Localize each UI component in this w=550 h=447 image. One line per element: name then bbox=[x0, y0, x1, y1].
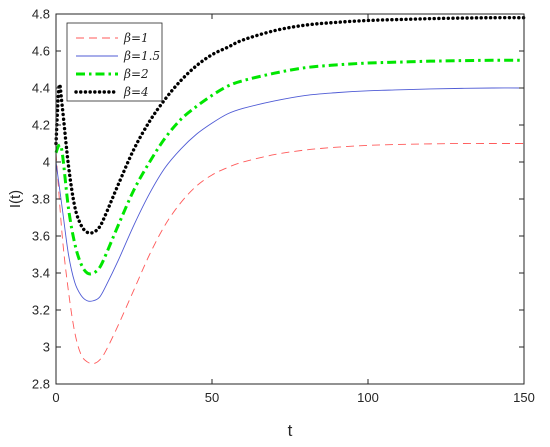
y-tick-label: 3 bbox=[43, 340, 50, 355]
legend-label-1: β=1 bbox=[123, 31, 149, 45]
x-tick-label: 50 bbox=[205, 390, 219, 405]
y-tick-label: 3.4 bbox=[32, 266, 50, 281]
legend-label-4: β=4 bbox=[123, 85, 149, 99]
series-line-4 bbox=[54, 15, 526, 235]
y-axis-label: I(t) bbox=[7, 190, 24, 208]
y-tick-label: 4 bbox=[43, 155, 50, 170]
y-tick-label: 4.4 bbox=[32, 81, 50, 96]
series-layer bbox=[54, 15, 526, 365]
x-tick-label: 100 bbox=[357, 390, 379, 405]
x-tick-label: 0 bbox=[52, 390, 59, 405]
y-tick-label: 4.8 bbox=[32, 7, 50, 22]
y-tick-label: 3.8 bbox=[32, 192, 50, 207]
y-tick-label: 3.6 bbox=[32, 229, 50, 244]
y-tick-label: 4.2 bbox=[32, 118, 50, 133]
y-tick-label: 3.2 bbox=[32, 303, 50, 318]
series-line-2 bbox=[55, 87, 525, 302]
y-tick-label: 2.8 bbox=[32, 377, 50, 392]
series-line-3 bbox=[54, 58, 525, 276]
series-line-1 bbox=[55, 143, 524, 365]
y-tick-label: 4.6 bbox=[32, 44, 50, 59]
x-axis-label: t bbox=[288, 421, 293, 440]
legend-label-2: β=1.5 bbox=[123, 49, 160, 63]
x-tick-label: 150 bbox=[513, 390, 535, 405]
ticks-layer: 0 50 100 150 2.8 3 3.2 3.4 3.6 3.8 4 4.2 4.4 4.6 4.8 bbox=[32, 7, 535, 406]
legend-box bbox=[66, 22, 163, 102]
legend-label-3: β=2 bbox=[123, 67, 149, 81]
legend: β=1 β=1.5 β=2 β=4 bbox=[66, 22, 163, 102]
